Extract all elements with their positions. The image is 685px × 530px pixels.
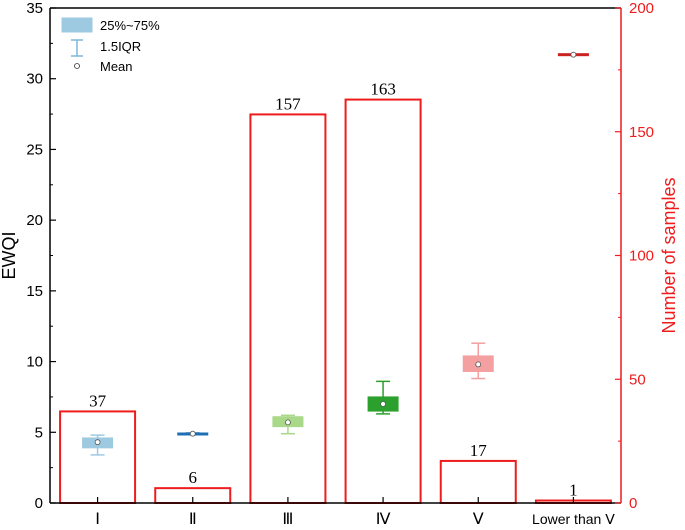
- bar-count-label: 37: [89, 391, 107, 410]
- left-tick-label: 25: [26, 141, 43, 158]
- mean-marker: [189, 430, 196, 437]
- x-category-label: Ⅴ: [473, 511, 484, 528]
- x-category-label: Ⅱ: [189, 511, 197, 528]
- mean-marker: [380, 401, 386, 407]
- mean-marker: [94, 439, 101, 446]
- legend-label: 25%~75%: [100, 18, 160, 33]
- bar-count-label: 163: [370, 80, 396, 99]
- mean-marker: [475, 361, 482, 368]
- left-axis-title: EWQI: [0, 232, 19, 280]
- right-axis-title: Number of samples: [659, 177, 679, 333]
- left-tick-label: 15: [26, 283, 43, 300]
- left-tick-label: 30: [26, 71, 43, 88]
- legend-mean-swatch: [74, 63, 80, 69]
- left-tick-label: 5: [35, 424, 43, 441]
- right-tick-label: 150: [629, 124, 654, 141]
- left-tick-label: 20: [26, 212, 43, 229]
- mean-marker: [285, 419, 291, 426]
- bar-count-label: 157: [275, 94, 301, 113]
- legend-label: 1.5IQR: [100, 39, 141, 54]
- left-tick-label: 35: [26, 0, 43, 17]
- sample-count-bar: [59, 410, 137, 504]
- x-category-label: Ⅰ: [95, 511, 100, 528]
- bar-count-label: 6: [189, 468, 198, 487]
- right-tick-label: 0: [629, 495, 637, 512]
- right-tick-label: 100: [629, 248, 654, 265]
- legend-box-swatch: [61, 17, 93, 33]
- legend-label: Mean: [100, 59, 133, 74]
- sample-count-bar: [439, 459, 517, 504]
- x-category-label: Lower than Ⅴ: [532, 511, 615, 527]
- x-category-label: Ⅲ: [282, 511, 293, 528]
- mean-marker: [570, 51, 577, 58]
- left-tick-label: 0: [35, 495, 43, 512]
- sample-count-bar: [249, 113, 327, 505]
- x-category-label: Ⅳ: [376, 511, 391, 528]
- sample-count-bar: [344, 98, 422, 504]
- left-tick-label: 10: [26, 354, 43, 371]
- right-tick-label: 200: [629, 0, 654, 17]
- bar-count-label: 17: [470, 441, 488, 460]
- right-tick-label: 50: [629, 371, 646, 388]
- bar-count-label: 1: [569, 481, 578, 500]
